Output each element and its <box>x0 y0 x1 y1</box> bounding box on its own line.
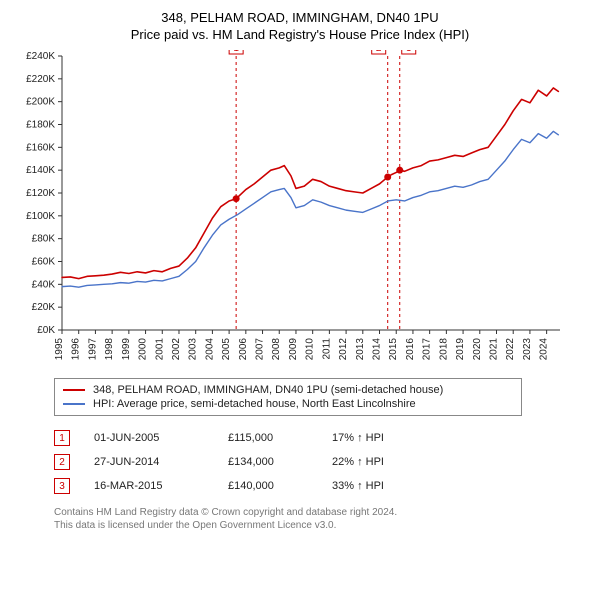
svg-text:2024: 2024 <box>539 338 550 361</box>
svg-text:£20K: £20K <box>32 302 56 313</box>
svg-text:£220K: £220K <box>26 74 55 85</box>
svg-text:2002: 2002 <box>171 338 182 361</box>
svg-text:2005: 2005 <box>221 338 232 361</box>
sale-price: £115,000 <box>228 432 308 444</box>
svg-text:£0K: £0K <box>37 325 55 336</box>
svg-text:£240K: £240K <box>26 51 55 62</box>
price-chart: £0K £20K £40K £60K £80K £100K £120K £140K £160K £… <box>14 50 566 370</box>
footer-attribution: Contains HM Land Registry data © Crown c… <box>54 506 522 532</box>
sale-date: 01-JUN-2005 <box>94 432 204 444</box>
svg-text:£80K: £80K <box>32 234 56 245</box>
svg-text:2014: 2014 <box>372 338 383 361</box>
svg-text:3: 3 <box>406 50 412 54</box>
sale-row: 2 27-JUN-2014 £134,000 22% ↑ HPI <box>54 450 522 474</box>
svg-text:£180K: £180K <box>26 120 55 131</box>
legend: 348, PELHAM ROAD, IMMINGHAM, DN40 1PU (s… <box>54 378 522 416</box>
svg-text:2018: 2018 <box>438 338 449 361</box>
sale-price: £140,000 <box>228 480 308 492</box>
sale-vs-hpi: 17% ↑ HPI <box>332 432 442 444</box>
svg-text:1995: 1995 <box>54 338 65 361</box>
svg-text:2011: 2011 <box>321 338 332 360</box>
svg-text:£40K: £40K <box>32 279 56 290</box>
chart-area: £0K £20K £40K £60K £80K £100K £120K £140K £160K £… <box>14 50 586 370</box>
svg-text:2013: 2013 <box>355 338 366 361</box>
svg-text:2010: 2010 <box>305 338 316 361</box>
svg-text:2007: 2007 <box>255 338 266 361</box>
svg-text:2021: 2021 <box>488 338 499 361</box>
svg-text:1: 1 <box>233 50 239 54</box>
sales-list: 1 01-JUN-2005 £115,000 17% ↑ HPI 2 27-JUN-201… <box>54 426 522 498</box>
svg-text:2020: 2020 <box>472 338 483 361</box>
sale-date: 27-JUN-2014 <box>94 456 204 468</box>
svg-text:2008: 2008 <box>271 338 282 361</box>
svg-text:2012: 2012 <box>338 338 349 361</box>
svg-text:2015: 2015 <box>388 338 399 361</box>
footer-line-1: Contains HM Land Registry data © Crown c… <box>54 506 522 519</box>
legend-swatch <box>63 389 85 391</box>
svg-text:2009: 2009 <box>288 338 299 361</box>
legend-label: 348, PELHAM ROAD, IMMINGHAM, DN40 1PU (s… <box>93 384 443 396</box>
page-subtitle: Price paid vs. HM Land Registry's House … <box>14 27 586 42</box>
sale-marker-number: 2 <box>54 454 70 470</box>
svg-text:2003: 2003 <box>188 338 199 361</box>
svg-text:1996: 1996 <box>71 338 82 361</box>
svg-text:1997: 1997 <box>87 338 98 361</box>
svg-text:1999: 1999 <box>121 338 132 361</box>
svg-text:2001: 2001 <box>154 338 165 361</box>
svg-text:£100K: £100K <box>26 211 55 222</box>
svg-text:2006: 2006 <box>238 338 249 361</box>
sale-row: 3 16-MAR-2015 £140,000 33% ↑ HPI <box>54 474 522 498</box>
svg-text:£200K: £200K <box>26 97 55 108</box>
legend-row: 348, PELHAM ROAD, IMMINGHAM, DN40 1PU (s… <box>63 383 513 397</box>
sale-vs-hpi: 33% ↑ HPI <box>332 480 442 492</box>
svg-text:2023: 2023 <box>522 338 533 361</box>
footer-line-2: This data is licensed under the Open Gov… <box>54 519 522 532</box>
legend-label: HPI: Average price, semi-detached house,… <box>93 398 416 410</box>
sale-row: 1 01-JUN-2005 £115,000 17% ↑ HPI <box>54 426 522 450</box>
sale-vs-hpi: 22% ↑ HPI <box>332 456 442 468</box>
legend-swatch <box>63 403 85 405</box>
svg-text:1998: 1998 <box>104 338 115 361</box>
page-title: 348, PELHAM ROAD, IMMINGHAM, DN40 1PU <box>14 10 586 25</box>
svg-text:2017: 2017 <box>422 338 433 361</box>
svg-text:2016: 2016 <box>405 338 416 361</box>
sale-price: £134,000 <box>228 456 308 468</box>
svg-text:2: 2 <box>376 50 382 54</box>
sale-marker-number: 1 <box>54 430 70 446</box>
svg-text:2019: 2019 <box>455 338 466 361</box>
sale-marker-number: 3 <box>54 478 70 494</box>
svg-text:£60K: £60K <box>32 257 56 268</box>
svg-text:2022: 2022 <box>505 338 516 361</box>
svg-text:£160K: £160K <box>26 142 55 153</box>
svg-text:£140K: £140K <box>26 165 55 176</box>
legend-row: HPI: Average price, semi-detached house,… <box>63 397 513 411</box>
svg-text:2004: 2004 <box>204 338 215 361</box>
svg-text:£120K: £120K <box>26 188 55 199</box>
sale-date: 16-MAR-2015 <box>94 480 204 492</box>
svg-text:2000: 2000 <box>138 338 149 361</box>
